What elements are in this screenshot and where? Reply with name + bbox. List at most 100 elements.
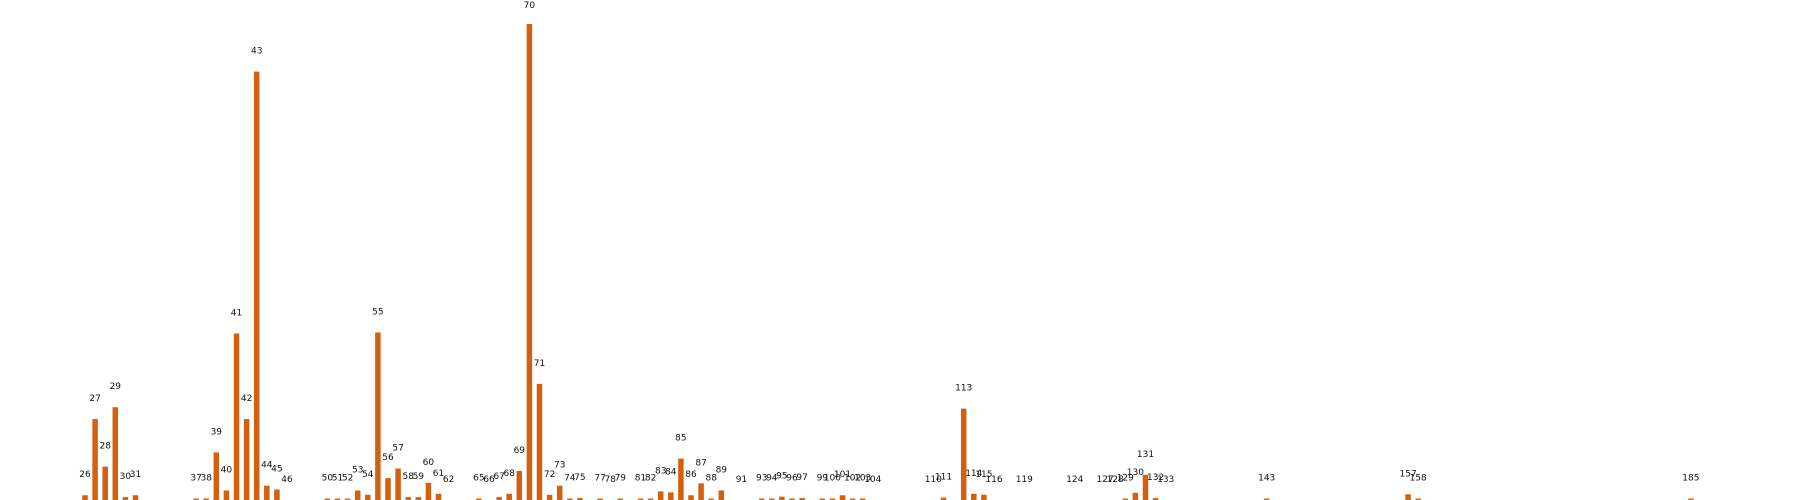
data-label-50: 50 — [322, 474, 334, 484]
bar-38 — [203, 498, 209, 500]
bar-44 — [264, 485, 270, 500]
bar-97 — [799, 498, 805, 500]
bar-65 — [476, 498, 482, 500]
data-label-96: 96 — [786, 474, 798, 484]
data-label-61: 61 — [433, 469, 444, 479]
bar-54 — [365, 494, 371, 500]
data-label-115: 115 — [975, 470, 992, 480]
data-label-128: 128 — [1107, 475, 1124, 485]
data-label-113: 113 — [955, 384, 972, 394]
bar-61 — [435, 493, 442, 500]
bar-45 — [274, 489, 280, 500]
bar-158 — [1415, 498, 1421, 500]
bar-82 — [647, 498, 654, 500]
data-label-93: 93 — [756, 474, 767, 484]
bar-37 — [193, 498, 199, 500]
data-label-82: 82 — [645, 474, 656, 484]
data-label-111: 111 — [935, 473, 952, 483]
bar-69 — [516, 470, 523, 500]
data-label-46: 46 — [281, 475, 293, 485]
data-label-77: 77 — [594, 474, 605, 484]
data-label-62: 62 — [443, 475, 454, 485]
data-label-56: 56 — [382, 453, 394, 463]
data-label-51: 51 — [332, 474, 343, 484]
data-label-66: 66 — [483, 475, 495, 485]
data-label-41: 41 — [231, 308, 242, 318]
bar-94 — [769, 498, 775, 500]
data-label-57: 57 — [392, 444, 403, 454]
data-label-52: 52 — [342, 474, 353, 484]
data-label-43: 43 — [251, 47, 262, 57]
data-label-67: 67 — [493, 472, 504, 482]
data-label-38: 38 — [200, 474, 212, 484]
bar-131 — [1142, 474, 1149, 500]
data-label-99: 99 — [817, 474, 829, 484]
bar-157 — [1405, 494, 1411, 500]
bar-31 — [132, 495, 139, 500]
bar-27 — [92, 419, 98, 500]
data-label-28: 28 — [99, 442, 111, 452]
bar-103 — [859, 498, 866, 500]
data-label-130: 130 — [1127, 468, 1144, 478]
bar-50 — [324, 498, 331, 500]
data-label-104: 104 — [864, 475, 881, 485]
data-label-85: 85 — [675, 434, 686, 444]
bar-56 — [385, 478, 391, 500]
bar-30 — [122, 497, 129, 500]
data-label-39: 39 — [211, 427, 223, 437]
bar-43 — [253, 71, 260, 500]
bar-84 — [668, 492, 674, 500]
data-label-133: 133 — [1157, 475, 1174, 485]
bar-39 — [213, 452, 220, 500]
data-label-59: 59 — [413, 472, 425, 482]
bar-53 — [354, 490, 361, 500]
data-label-101: 101 — [834, 470, 851, 480]
bar-93 — [758, 498, 765, 500]
data-label-157: 157 — [1400, 469, 1417, 479]
data-label-132: 132 — [1147, 473, 1164, 483]
data-label-78: 78 — [604, 475, 616, 485]
bar-73 — [556, 485, 563, 500]
bar-41 — [233, 333, 240, 500]
data-label-30: 30 — [120, 472, 132, 482]
bar-85 — [678, 458, 684, 500]
bar-115 — [981, 494, 987, 500]
bar-28 — [102, 466, 108, 500]
data-label-83: 83 — [655, 466, 666, 476]
bar-132 — [1152, 498, 1159, 500]
data-label-89: 89 — [716, 465, 728, 475]
bar-52 — [344, 498, 351, 500]
data-label-94: 94 — [766, 474, 778, 484]
data-label-31: 31 — [130, 470, 141, 480]
bar-40 — [223, 490, 230, 500]
bar-70 — [526, 24, 533, 500]
bar-67 — [496, 497, 502, 500]
bar-111 — [940, 497, 947, 500]
data-label-103: 103 — [854, 474, 871, 484]
bar-130 — [1132, 492, 1139, 500]
data-label-26: 26 — [79, 470, 91, 480]
bars-group — [82, 24, 1694, 500]
data-label-185: 185 — [1682, 474, 1699, 484]
data-label-114: 114 — [965, 469, 982, 479]
data-label-54: 54 — [362, 470, 374, 480]
data-label-129: 129 — [1117, 474, 1134, 484]
data-label-27: 27 — [89, 394, 100, 404]
data-label-44: 44 — [261, 461, 273, 471]
data-label-81: 81 — [635, 474, 646, 484]
bar-79 — [617, 498, 624, 500]
data-label-84: 84 — [665, 467, 677, 477]
bar-113 — [960, 408, 967, 500]
data-label-119: 119 — [1016, 475, 1033, 485]
data-label-100: 100 — [824, 474, 841, 484]
bar-143 — [1263, 498, 1270, 500]
data-label-37: 37 — [190, 474, 201, 484]
data-label-97: 97 — [796, 473, 807, 483]
data-label-75: 75 — [574, 473, 585, 483]
data-label-131: 131 — [1137, 450, 1154, 460]
data-label-40: 40 — [221, 465, 233, 475]
data-label-53: 53 — [352, 465, 363, 475]
bar-71 — [536, 383, 543, 500]
